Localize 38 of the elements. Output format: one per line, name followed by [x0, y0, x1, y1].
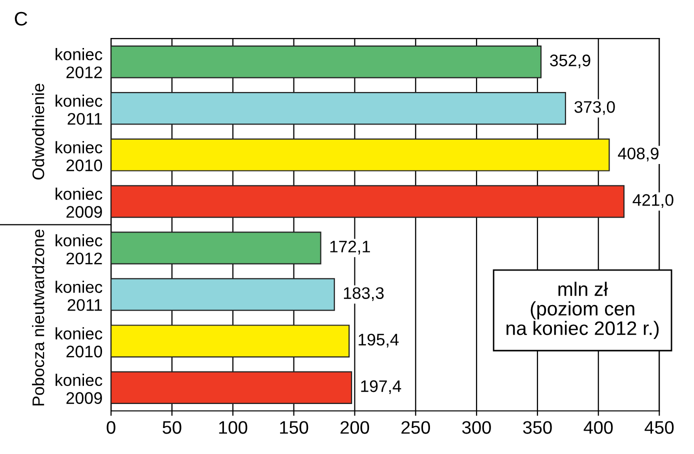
bar	[111, 324, 350, 358]
y-tick-label: koniec 2011	[56, 280, 102, 311]
text: Pobocza nieutwardzone	[32, 230, 44, 406]
bar	[111, 138, 610, 172]
x-tick-label: 400	[584, 421, 613, 434]
bar	[111, 185, 625, 218]
bar	[111, 232, 322, 264]
y-tick-label: koniec 2009	[56, 188, 102, 218]
x-tick-label: 100	[219, 421, 248, 434]
bar	[111, 278, 335, 311]
x-tick-label: 300	[462, 421, 491, 434]
x-tick-label: 350	[523, 421, 552, 434]
x-tick-label: 50	[162, 421, 182, 434]
text: C	[14, 12, 28, 26]
bar	[111, 92, 566, 125]
data-label: 352,9	[550, 54, 590, 68]
bar	[111, 371, 352, 404]
annotation: mln zł (poziom cen na koniec 2012 r.)	[506, 282, 659, 339]
data-label: 195,4	[358, 334, 399, 348]
x-tick-label: 0	[106, 421, 116, 434]
x-tick-label: 450	[644, 421, 674, 434]
y-tick-label: koniec 2009	[56, 374, 102, 404]
text: Odwodnienie	[32, 84, 44, 180]
x-tick-label: 150	[280, 421, 308, 434]
y-tick-label: koniec 2012	[56, 234, 102, 264]
data-label: 183,3	[344, 287, 384, 301]
data-label: 197,4	[361, 380, 402, 394]
x-tick-label: 250	[401, 421, 430, 434]
y-tick-label: koniec 2011	[56, 94, 102, 125]
data-label: 172,1	[330, 240, 370, 254]
data-label: 421,0	[632, 194, 674, 208]
data-label: 408,9	[618, 148, 658, 162]
y-tick-label: koniec 2010	[56, 327, 102, 358]
y-tick-label: koniec 2012	[56, 48, 102, 78]
data-label: 373,0	[574, 101, 615, 115]
x-tick-label: 200	[340, 421, 370, 434]
y-tick-label: koniec 2010	[56, 141, 102, 172]
bar	[111, 45, 542, 78]
